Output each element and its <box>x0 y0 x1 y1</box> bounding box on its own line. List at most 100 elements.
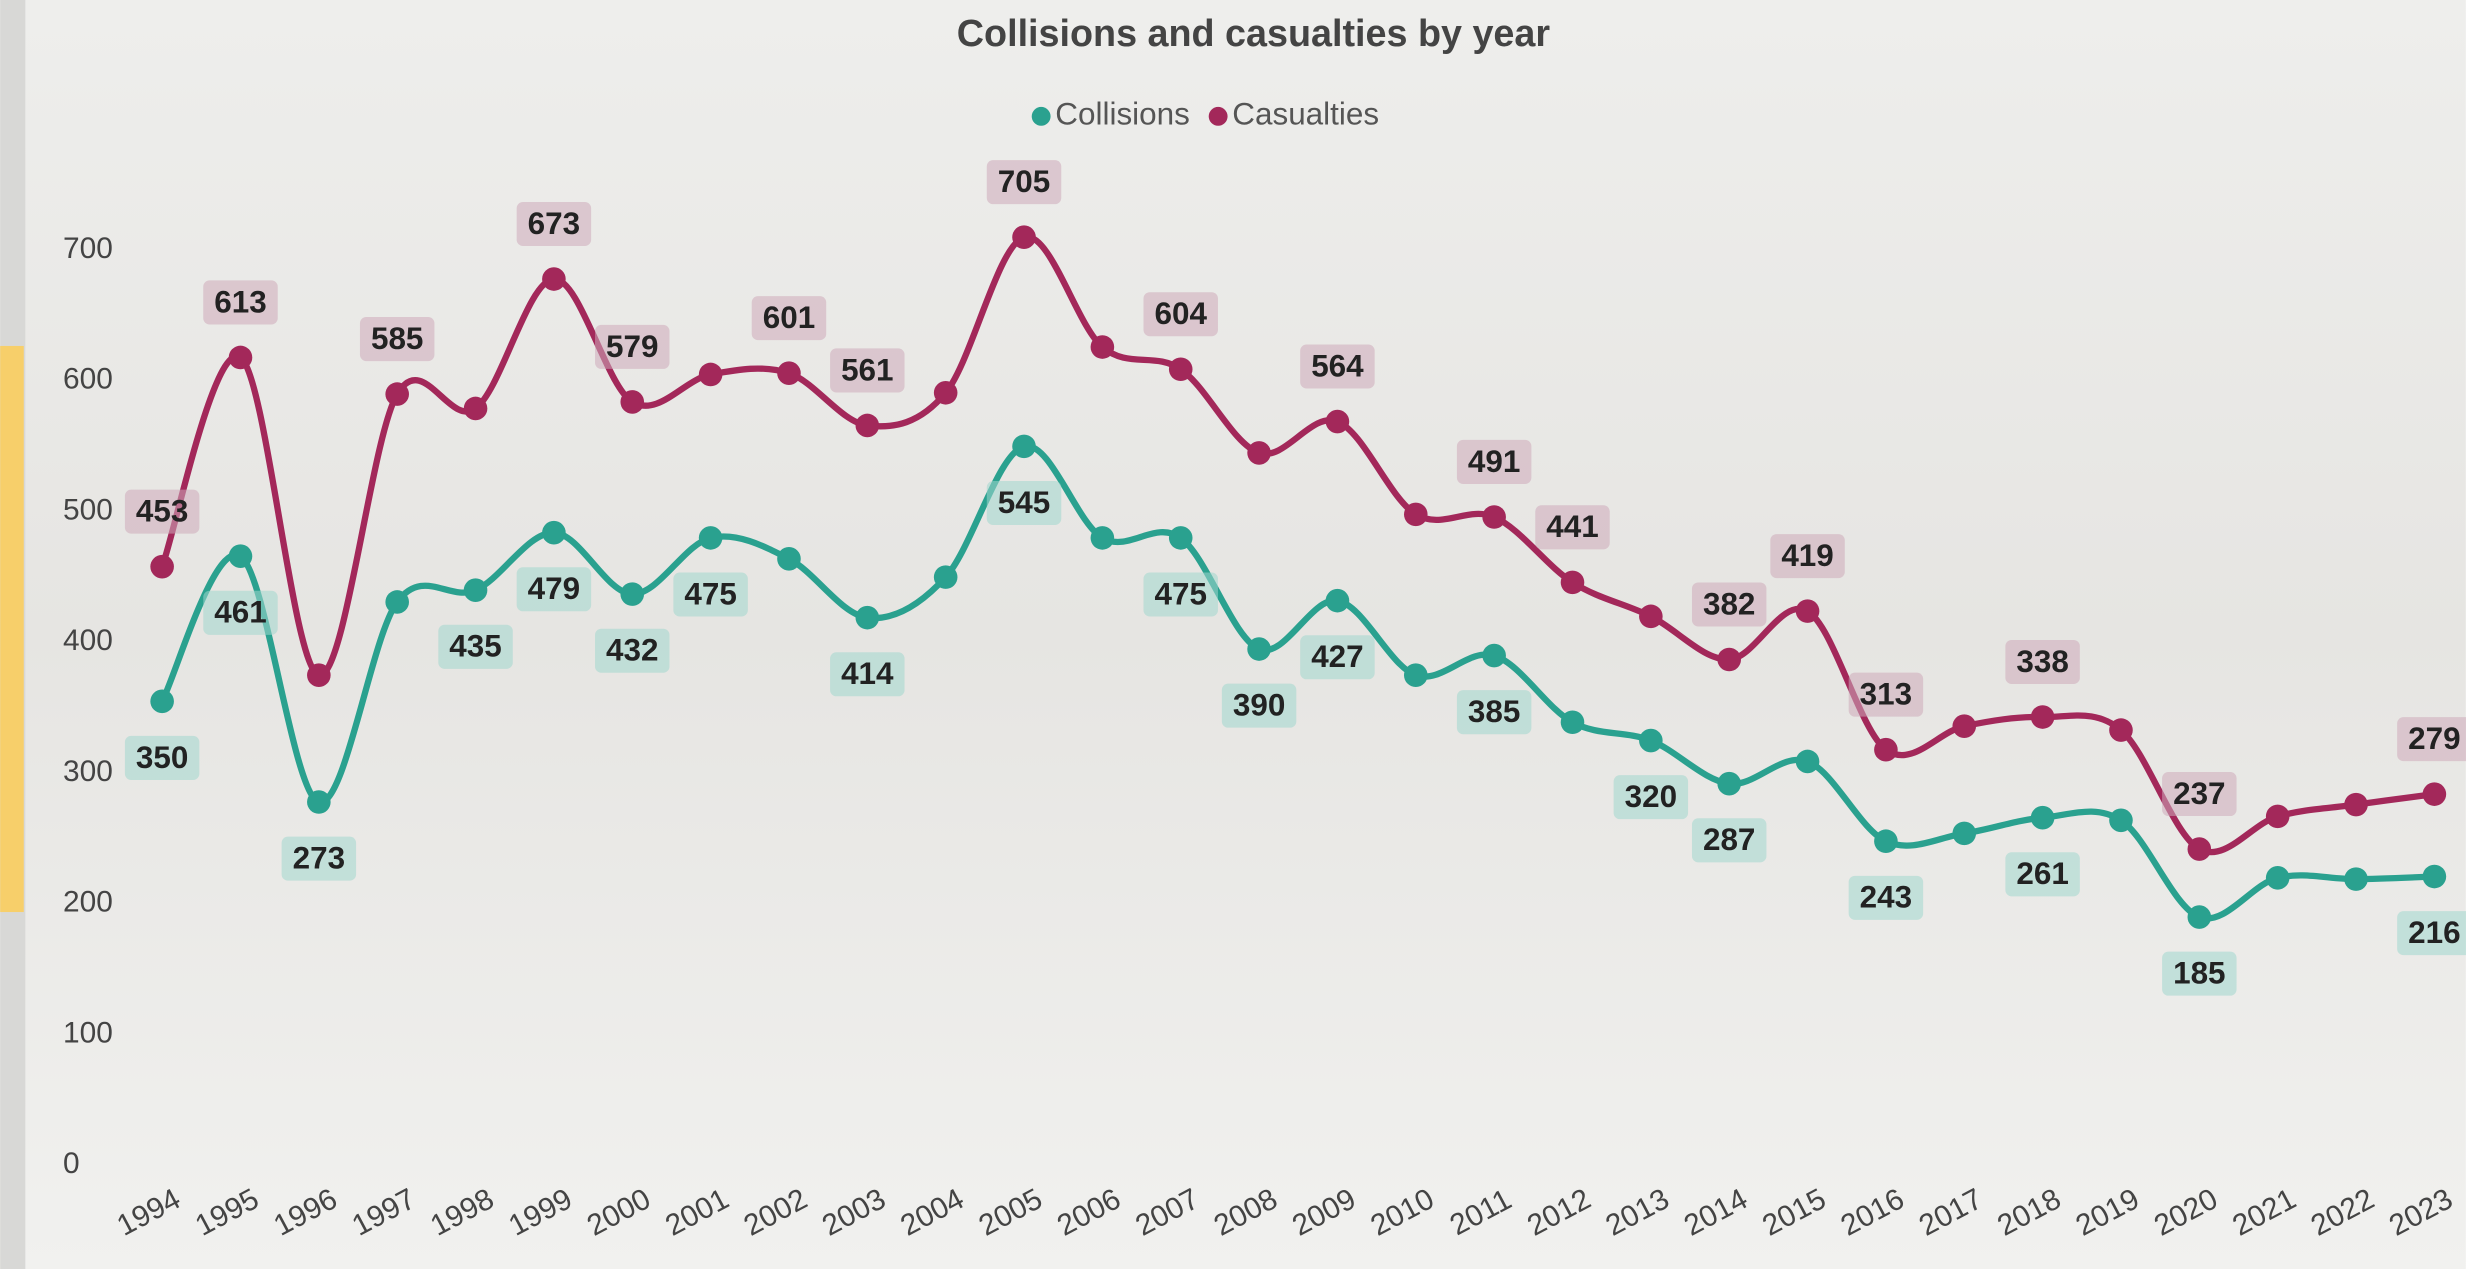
data-label: 243 <box>1860 880 1912 915</box>
data-point <box>777 547 801 571</box>
data-point <box>933 380 958 405</box>
data-point <box>855 413 880 438</box>
data-label-group: 461 <box>203 590 278 635</box>
data-label-bg <box>1456 690 1532 735</box>
data-label-group: 561 <box>830 348 905 393</box>
legend-label: Casualties <box>1232 97 1379 132</box>
data-label: 237 <box>2173 776 2225 811</box>
y-tick-label: 0 <box>63 1147 80 1180</box>
data-point <box>2187 837 2212 861</box>
legend-label: Collisions <box>1055 97 1190 132</box>
data-point <box>2030 805 2055 830</box>
data-point <box>1325 588 1350 613</box>
data-label: 287 <box>1703 822 1755 857</box>
data-label-group: 427 <box>1300 635 1375 680</box>
data-label-group: 475 <box>1143 572 1218 617</box>
data-point <box>1952 821 1977 846</box>
data-label: 579 <box>606 329 658 364</box>
data-point <box>777 361 801 385</box>
data-point <box>1090 526 1115 550</box>
data-label-bg <box>203 590 278 635</box>
legend: Collisions Casualties <box>1031 97 1379 132</box>
data-label-group: 705 <box>986 160 1062 205</box>
data-label: 705 <box>998 164 1050 199</box>
data-point <box>542 267 566 291</box>
data-label-group: 613 <box>203 280 278 325</box>
data-label-group: 382 <box>1691 582 1767 627</box>
data-point <box>1639 604 1663 629</box>
data-label-group: 564 <box>1300 344 1375 389</box>
data-point <box>385 590 409 614</box>
data-point <box>2265 804 2290 829</box>
data-label-group: 491 <box>1456 439 1532 484</box>
data-label: 261 <box>2016 856 2068 891</box>
side-accent <box>0 345 24 913</box>
data-label-bg <box>359 317 435 362</box>
data-label-bg <box>1300 635 1375 680</box>
data-label-group: 313 <box>1848 672 1924 717</box>
data-label-bg <box>438 624 513 669</box>
data-label-bg <box>1613 775 1689 820</box>
data-point <box>1952 714 1977 738</box>
data-label-bg <box>1456 439 1532 484</box>
data-label-bg <box>986 160 1062 205</box>
data-label: 185 <box>2173 956 2225 991</box>
data-label: 545 <box>998 485 1050 520</box>
data-label-group: 441 <box>1535 505 1610 550</box>
data-label-group: 435 <box>438 624 513 669</box>
data-label-bg <box>1848 875 1924 920</box>
data-label: 613 <box>214 284 266 319</box>
data-point <box>2030 705 2055 729</box>
data-point <box>1717 771 1741 796</box>
data-label-bg <box>124 489 200 534</box>
data-point <box>2265 866 2290 890</box>
data-label-group: 390 <box>1221 683 1297 728</box>
data-point <box>1874 737 1898 762</box>
data-label-bg <box>830 348 905 393</box>
data-label-bg <box>2397 911 2466 956</box>
data-label-group: 601 <box>751 296 827 341</box>
data-point <box>1717 647 1741 672</box>
data-label-group: 604 <box>1143 292 1218 337</box>
data-point <box>2344 867 2368 891</box>
data-label: 216 <box>2408 915 2460 950</box>
data-point <box>463 396 488 421</box>
data-point <box>698 362 723 387</box>
y-tick-label: 400 <box>63 624 113 657</box>
data-label-group: 585 <box>359 317 435 362</box>
data-label: 385 <box>1468 694 1520 729</box>
legend-marker <box>1031 106 1051 126</box>
data-point <box>150 689 174 714</box>
y-tick-label: 700 <box>63 232 113 265</box>
data-point <box>1403 663 1428 687</box>
data-point <box>1325 409 1350 434</box>
data-label-bg <box>2005 639 2080 684</box>
data-label: 350 <box>136 740 188 775</box>
legend-marker <box>1208 106 1228 126</box>
data-label-bg <box>1143 572 1218 617</box>
data-point <box>2422 782 2447 806</box>
data-label: 273 <box>293 840 345 875</box>
data-point <box>1012 225 1036 249</box>
data-point <box>1247 637 1271 661</box>
data-label-group: 287 <box>1691 818 1767 863</box>
data-point <box>228 345 253 370</box>
data-label: 382 <box>1703 586 1755 621</box>
data-label: 461 <box>214 595 266 630</box>
data-label: 601 <box>763 300 815 335</box>
data-label-bg <box>1770 534 1845 579</box>
data-point <box>2422 864 2447 889</box>
data-label-group: 579 <box>595 324 670 369</box>
data-label-bg <box>1300 344 1375 389</box>
data-point <box>1168 357 1193 382</box>
data-label-group: 479 <box>516 567 592 612</box>
data-label-bg <box>2162 951 2237 996</box>
data-label: 453 <box>136 494 188 529</box>
data-label: 585 <box>371 321 423 356</box>
data-label-group: 216 <box>2397 911 2466 956</box>
data-label-bg <box>2397 717 2466 762</box>
y-tick-label: 600 <box>63 363 113 396</box>
data-point <box>1560 570 1585 595</box>
data-label: 320 <box>1625 779 1677 814</box>
